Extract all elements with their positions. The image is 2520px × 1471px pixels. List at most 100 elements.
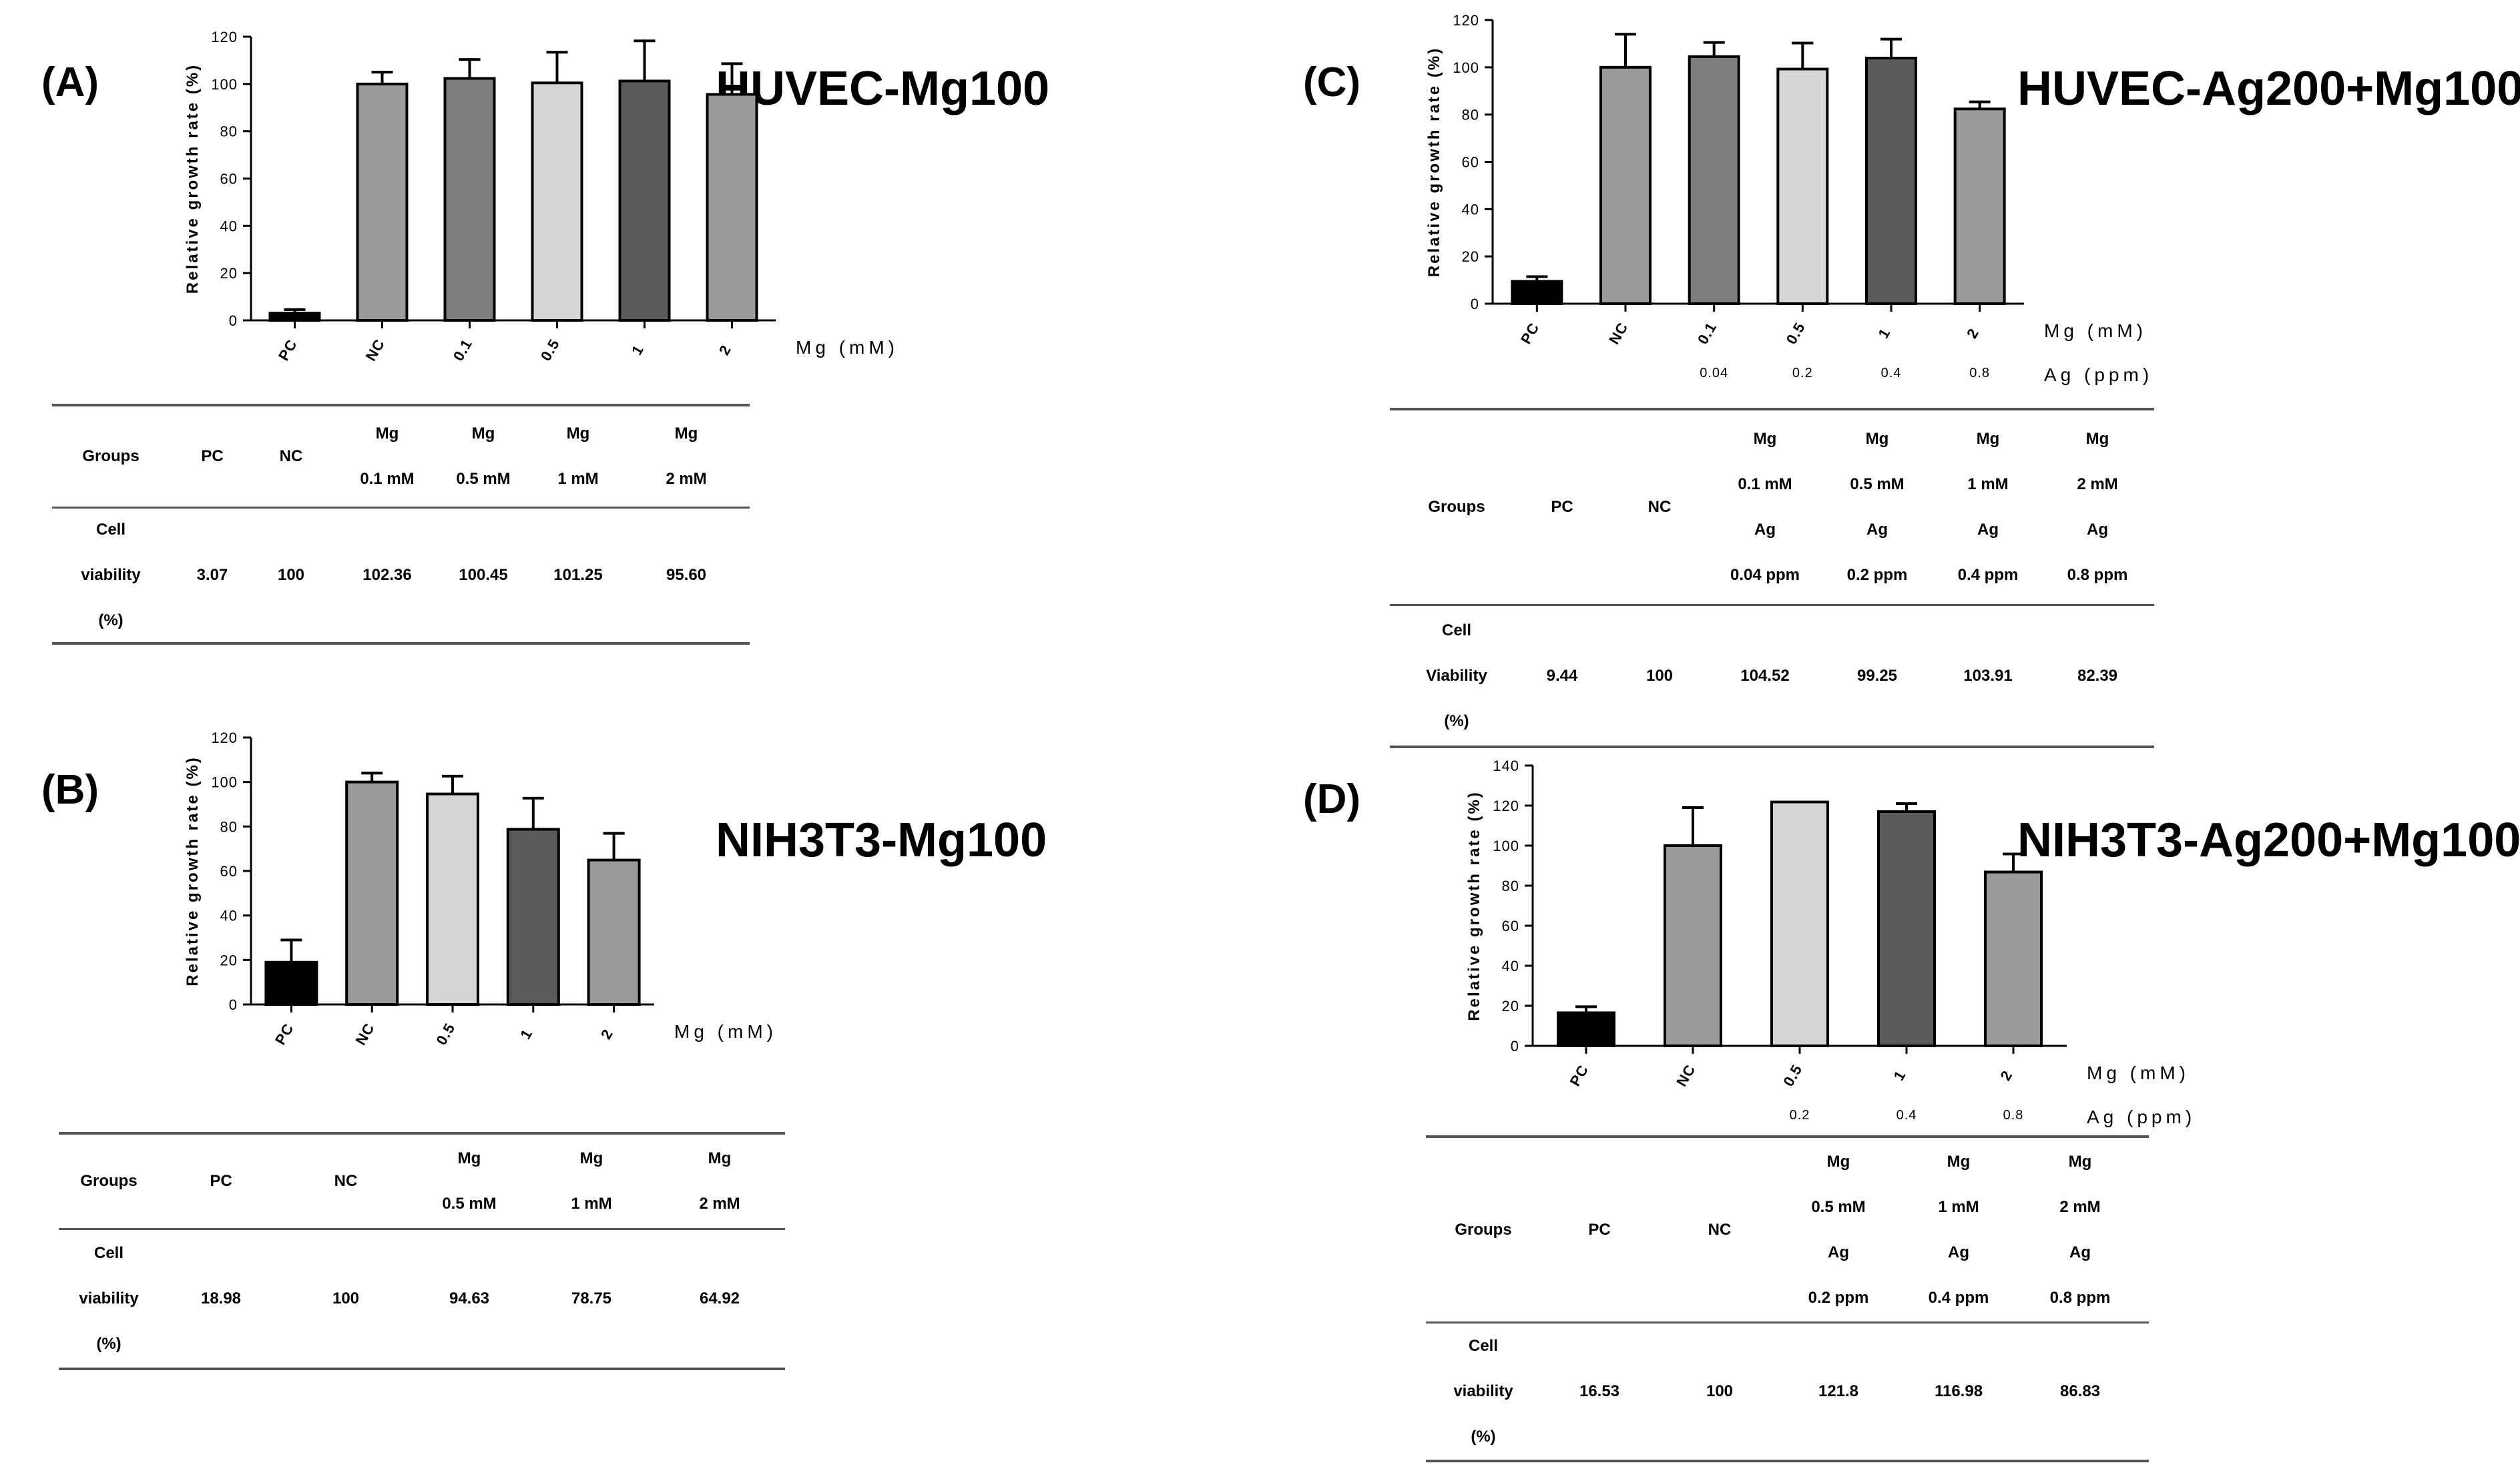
bar-0.5 [531,81,583,322]
x-category-label: 1 [628,342,647,358]
table-cell-line: Groups [1428,498,1485,516]
table-cell: Mg 2 mM [626,426,746,487]
x-sub-label: 0.2 [1792,366,1813,380]
bar-pc [1511,280,1563,306]
table-cell-line: Ag [1948,1243,1969,1261]
table-cell-line: Mg [1753,430,1777,448]
table-cell-line: 0.5 mM [1811,1197,1866,1216]
table-cell: 95.60 [626,567,746,583]
table-cell-line: Mg [1947,1152,1971,1171]
y-tick-label: 0 [229,996,238,1013]
x-sub-label: 0.4 [1897,1108,1917,1123]
table-cell: Mg 1 mM Ag 0.4 ppm [1899,1152,2019,1307]
table-cell-line: Mg [674,424,698,443]
bar-nc [1599,65,1652,305]
table-cell-line: 78.75 [571,1289,612,1307]
y-tick-label: 20 [220,265,238,282]
x-category-label: 0.5 [1783,319,1808,347]
table-row-row: Cell viability (%) 3.07 100 102.36 100.45 101.2… [52,509,750,642]
bar-2-0.8 [1953,107,2006,305]
table-cell-line: 0.2 ppm [1846,566,1908,584]
table-cell: Cell Viability (%) [1397,622,1517,729]
bar-0.1-0.04 [1688,55,1740,305]
table-cell: Groups [51,449,171,465]
bar-pc [268,312,321,322]
table-cell: 100 [231,567,351,583]
chart-b: 0 20 40 60 80 100 120 Relative growth rate (%) P… [184,729,773,1048]
y-tick-label: 60 [1502,918,1519,934]
table-row-row: Cell viability (%) 18.98 100 94.63 78.75 64.92 [59,1230,785,1368]
x-category-label: 1 [517,1026,535,1042]
y-tick-label: 40 [220,908,238,924]
x-unit-label: Mg (mM) [796,337,899,358]
bar-2 [706,93,758,322]
table-cell-line: Ag [1866,521,1888,539]
table-cell: Mg 1 mM [518,426,638,487]
bar-0.5 [426,792,479,1006]
table-cell-line: 0.5 mM [1850,475,1905,493]
table-cell-line: Cell [93,1244,123,1262]
table-cell-line: Ag [1754,521,1776,539]
table-b: Groups PC NC Mg 0.5 mM Mg 1 mM Mg 2 mM Cell viabil… [59,1132,785,1370]
y-tick-label: 80 [1502,878,1519,894]
table-cell-line: 82.39 [2077,666,2118,685]
bar-1-0.4 [1877,810,1936,1047]
table-cell: PC [152,449,272,465]
table-cell-line: 1 mM [571,1195,612,1213]
x-category-label: NC [352,1020,378,1048]
x-unit-label: Mg (mM) [2087,1063,2190,1083]
table-cell: Mg 1 mM [531,1151,652,1212]
table-cell-line: 116.98 [1934,1382,1983,1400]
bar-pc [264,960,318,1006]
table-cell: NC [231,449,351,465]
table-cell-line: Mg [375,424,399,443]
panel-d-label: (D) [1303,776,1361,822]
y-tick-label: 80 [220,123,238,140]
table-cell-line: PC [1551,498,1573,516]
table-cell: 100 [1660,1384,1780,1400]
y-tick-label: 120 [211,29,238,45]
table-cell-line: 0.5 mM [456,470,511,488]
table-cell-line: Mg [1865,430,1889,448]
x-category-label: 2 [1997,1067,2015,1083]
table-cell: PC [161,1173,281,1189]
x-unit-label: Ag (ppm) [2087,1107,2196,1127]
table-cell-line: 2 mM [2077,475,2118,493]
y-tick-label: 60 [1462,154,1479,171]
table-d: Groups PC NC Mg 0.5 mM Ag 0.2 ppm Mg 1 mM Ag 0.4 p… [1426,1135,2149,1462]
table-cell: NC [286,1173,406,1189]
x-category-label: 0.1 [450,336,475,364]
panel-c-title: HUVEC-Ag200+Mg100 [2017,62,2520,115]
x-category-label: 0.1 [1694,319,1720,347]
table-cell: 100 [286,1291,406,1307]
table-header-row: Groups PC NC Mg 0.5 mM Ag 0.2 ppm Mg 1 mM Ag 0.4 p… [1426,1138,2149,1323]
x-sub-label: 0.4 [1881,366,1902,380]
table-cell-line: 0.4 ppm [1928,1288,1989,1307]
x-category-label: PC [1517,320,1543,347]
table-cell: Mg 2 mM Ag 0.8 ppm [2037,431,2158,583]
table-cell: Mg 0.1 mM [327,426,447,487]
table-c: Groups PC NC Mg 0.1 mM Ag 0.04 ppm Mg 0.5 mM Ag 0.… [1390,408,2154,748]
y-tick-label: 0 [1511,1038,1519,1055]
x-category-label: 0.5 [1780,1061,1805,1089]
y-tick-label: 80 [220,818,238,835]
y-axis-label: Relative growth rate (%) [184,756,202,986]
table-cell: Mg 0.5 mM Ag 0.2 ppm [1817,431,1937,583]
bar-nc [345,780,399,1006]
table-cell-line: 99.25 [1856,666,1898,685]
table-cell-line: NC [334,1172,358,1190]
x-category-label: 2 [597,1026,616,1042]
x-category-label: PC [1567,1062,1592,1089]
y-tick-label: 20 [1502,998,1519,1014]
table-cell-line: 2 mM [2059,1197,2101,1216]
table-cell-line: viability [1453,1382,1513,1400]
table-cell-line: 0.2 ppm [1808,1288,1869,1307]
table-cell-line: 104.52 [1740,666,1790,685]
table-cell-line: Mg [471,424,495,443]
table-row-row: Cell viability (%) 16.53 100 121.8 116.98 86.83 [1426,1323,2149,1460]
table-cell: 9.44 [1502,667,1622,684]
table-cell-line: 18.98 [200,1289,242,1307]
x-category-label: 0.5 [433,1020,458,1048]
table-cell: Groups [1397,499,1517,515]
y-tick-label: 0 [1471,296,1479,312]
